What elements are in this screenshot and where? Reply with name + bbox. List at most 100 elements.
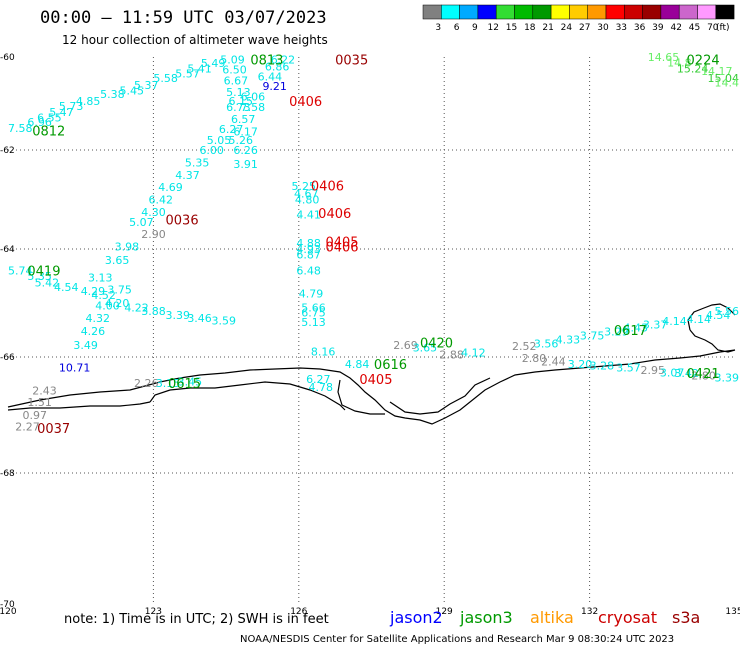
wave-height-label: 6.27	[219, 123, 244, 136]
wave-height-label: 6.75	[301, 307, 326, 320]
wave-height-label: 14.65	[648, 51, 680, 64]
colorbar-label: 12	[487, 23, 498, 33]
pass-time-label: 0405	[359, 373, 392, 388]
lon-tick-label: 135	[725, 607, 740, 617]
wave-height-label: 3.07	[660, 367, 685, 380]
wave-height-label: 0.97	[23, 409, 48, 422]
lat-tick-label: -66	[0, 353, 15, 363]
colorbar-swatch	[624, 4, 643, 20]
pass-time-label: 0420	[420, 336, 453, 351]
wave-height-label: 3.39	[715, 371, 740, 384]
wave-height-label: 5.42	[35, 276, 60, 289]
wave-height-label: 7.58	[241, 101, 266, 114]
colorbar-label: 27	[579, 23, 590, 33]
wave-height-label: 4.54	[706, 309, 731, 322]
colorbar-swatch	[495, 4, 515, 20]
wave-height-label: 6.06	[241, 91, 266, 104]
wave-height-label: 2.52	[512, 340, 537, 353]
pass-time-label: 0813	[250, 53, 283, 68]
wave-height-label: 6.48	[296, 265, 321, 278]
wave-height-label: 6.15	[229, 95, 254, 108]
wave-height-label: 5.74	[8, 265, 33, 278]
credit-line: NOAA/NESDIS Center for Satellite Applica…	[240, 634, 675, 645]
footnote: note: 1) Time is in UTC; 2) SWH is in fe…	[64, 612, 329, 627]
axis-ticks: 120 123 126 129 132 135 -60 -62 -64 -66 -68 -70	[0, 53, 740, 617]
wave-height-label: 3.20	[568, 358, 593, 371]
colorbar-swatch	[569, 4, 588, 20]
wave-height-label: 4.67	[294, 188, 319, 201]
coastline-path	[7, 303, 736, 425]
colorbar-swatch	[550, 4, 570, 20]
wave-height-label: 10.71	[59, 361, 91, 374]
lat-tick-label: -70	[0, 600, 15, 610]
wave-height-label: 4.12	[461, 347, 486, 360]
wave-height-label: 2.44	[541, 356, 566, 369]
pass-time-label: 0406	[318, 207, 351, 222]
wave-height-label: 3.45	[178, 375, 203, 388]
wave-height-label: 6.27	[306, 373, 331, 386]
colorbar-swatch	[605, 4, 625, 20]
wave-height-label: 6.57	[231, 113, 256, 126]
wave-height-label: 3.56	[534, 338, 559, 351]
wave-height-label: 6.17	[233, 125, 258, 138]
wave-height-label: 4.00	[95, 300, 120, 313]
wave-height-label: 4.33	[556, 334, 581, 347]
wave-height-label: 3.13	[88, 272, 113, 285]
wave-height-label: 5.07	[129, 216, 154, 229]
colorbar-label: 45	[689, 23, 700, 33]
wave-height-label: 6.26	[233, 144, 258, 157]
wave-height-label: 7.58	[8, 122, 33, 135]
pass-time-label: 0035	[335, 53, 368, 68]
colorbar-label: 21	[542, 23, 553, 33]
wave-height-label: 4.29	[81, 285, 106, 298]
map-title: 00:00 – 11:59 UTC 03/07/2023	[40, 8, 327, 28]
colorbar-label: 15	[506, 23, 517, 33]
wave-height-label: 6.44	[258, 71, 283, 84]
wave-height-label: 5.13	[301, 316, 326, 329]
wave-height-label: 4.14	[687, 313, 712, 326]
wave-height-label: 5.58	[153, 72, 178, 85]
wave-height-label: 2.26	[134, 377, 159, 390]
antarctic-coastline	[7, 303, 736, 425]
wave-height-label: 3.75	[580, 329, 605, 342]
wave-height-label: 2.88	[439, 348, 464, 361]
wave-height-label: 4.30	[141, 206, 166, 219]
wave-height-label: 4.84	[345, 358, 370, 371]
wave-height-labels: 7.586.966.555.475.734.855.385.455.375.58…	[8, 51, 739, 434]
pass-time-label: 0616	[374, 358, 407, 373]
wave-height-label: 5.66	[301, 301, 326, 314]
legend-s3a: s3a	[672, 608, 701, 627]
wave-height-label: 2.90	[141, 228, 166, 241]
wave-height-label: 5.41	[187, 63, 212, 76]
wave-height-label: 4.26	[81, 325, 106, 338]
colorbar-swatch	[697, 4, 717, 20]
legend-cryosat: cryosat	[598, 608, 658, 627]
wave-height-label: 5.38	[100, 88, 125, 101]
wave-height-label: 3.28	[590, 360, 615, 373]
lon-tick-label: 120	[0, 607, 17, 617]
wave-height-label: 3.42	[674, 367, 699, 380]
lat-tick-label: -62	[0, 146, 15, 156]
colorbar-label: 3	[435, 23, 441, 33]
wave-height-label: 15.04	[708, 72, 740, 85]
wave-height-label: 4.93	[296, 243, 321, 256]
wave-height-label: 3.65	[413, 341, 438, 354]
colorbar-swatch	[587, 4, 607, 20]
colorbar-label: 70	[707, 23, 719, 33]
wave-height-label: 3.46	[187, 312, 212, 325]
wave-height-label: 4.37	[175, 169, 200, 182]
wave-height-label: 4.22	[124, 301, 149, 314]
wave-height-label: 5.49	[201, 57, 226, 70]
colorbar-swatch	[441, 4, 460, 20]
pass-time-label: 0406	[289, 95, 322, 110]
wave-height-label: 5.13	[226, 86, 251, 99]
wave-height-label: 15.24	[677, 63, 709, 76]
wave-height-label: 4.79	[299, 287, 324, 300]
pass-time-label: 0419	[27, 265, 60, 280]
wave-height-label: 3.65	[105, 254, 130, 267]
lon-tick-label: 123	[145, 607, 162, 617]
colorbar-unit: (ft)	[716, 23, 730, 33]
wave-height-label: 4.14	[662, 315, 687, 328]
wave-height-label: 2.27	[15, 421, 40, 434]
